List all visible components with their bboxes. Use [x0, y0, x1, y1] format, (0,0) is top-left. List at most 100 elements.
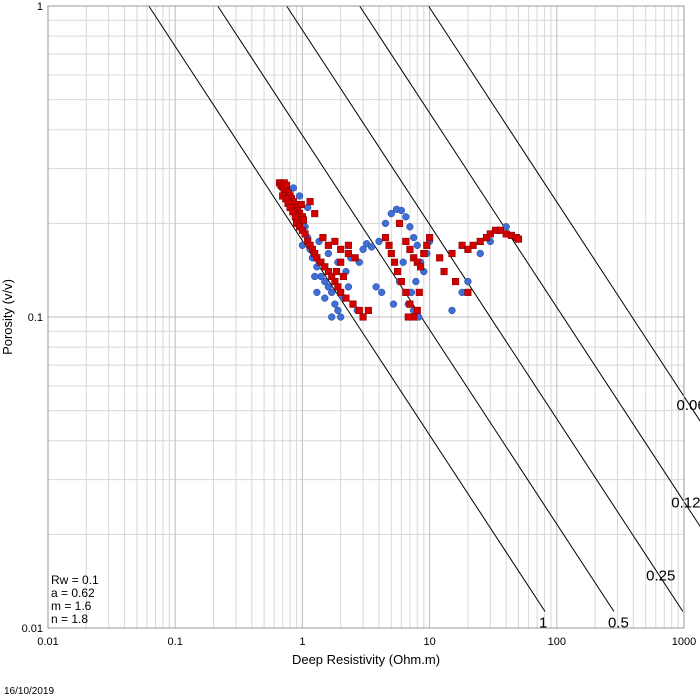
data-point-square — [458, 241, 466, 249]
data-point-circle — [298, 241, 307, 249]
data-point-square — [306, 198, 314, 206]
data-point-square — [337, 288, 345, 296]
date-stamp: 16/10/2019 — [4, 686, 55, 697]
data-point-square — [387, 249, 395, 258]
data-point-square — [317, 258, 325, 266]
data-point-square — [514, 235, 523, 243]
data-point-square — [394, 268, 402, 276]
data-point-circle — [321, 277, 329, 286]
data-point-square — [402, 288, 410, 296]
data-point-circle — [402, 213, 410, 221]
data-point-square — [339, 272, 347, 281]
data-point-square — [359, 313, 367, 321]
data-point-square — [426, 234, 434, 242]
data-point-circle — [381, 219, 390, 228]
data-point-circle — [387, 209, 395, 218]
data-point-square — [390, 258, 399, 266]
y-tick-label: 0.01 — [22, 623, 43, 635]
data-point-circle — [328, 313, 336, 321]
data-point-square — [464, 288, 472, 296]
data-point-circle — [324, 249, 333, 258]
y-axis-title: Porosity (v/v) — [0, 279, 15, 355]
data-point-square — [464, 245, 472, 253]
data-point-square — [417, 263, 425, 271]
data-point-circle — [410, 233, 418, 242]
data-point-square — [395, 219, 404, 227]
data-point-circle — [399, 258, 407, 266]
data-point-square — [448, 249, 456, 258]
data-point-circle — [295, 192, 304, 200]
data-point-circle — [324, 283, 333, 291]
data-point-circle — [406, 223, 414, 231]
data-point-square — [301, 230, 309, 238]
data-point-circle — [476, 249, 484, 258]
data-point-circle — [448, 306, 456, 315]
data-point-circle — [464, 277, 472, 286]
y-tick-label: 0.1 — [28, 312, 43, 324]
parameter-line: a = 0.62 — [51, 586, 95, 600]
data-point-circle — [337, 313, 345, 321]
data-point-square — [299, 216, 308, 224]
data-point-square — [452, 278, 460, 286]
data-point-square — [496, 226, 504, 234]
saturation-line-label: 0.25 — [646, 568, 675, 585]
data-point-square — [331, 237, 339, 245]
data-point-circle — [334, 306, 342, 315]
data-point-circle — [397, 206, 406, 215]
data-point-square — [440, 268, 448, 276]
data-point-square — [351, 254, 359, 262]
data-point-square — [342, 294, 350, 302]
saturation-line-labels: 1 0.5 0.25 0.12 0.06 — [539, 397, 700, 631]
data-point-circle — [375, 237, 383, 246]
x-axis-title: Deep Resistivity (Ohm.m) — [292, 652, 440, 667]
data-point-square — [332, 268, 340, 276]
parameters-block: Rw = 0.1a = 0.62m = 1.6n = 1.8 — [51, 573, 99, 626]
data-point-square — [355, 306, 363, 314]
x-tick-label: 0.1 — [168, 636, 183, 648]
data-point-square — [476, 237, 484, 245]
data-point-square — [313, 254, 321, 262]
data-point-square — [381, 234, 390, 242]
data-point-square — [397, 278, 405, 286]
data-points — [275, 179, 523, 321]
data-point-square — [324, 241, 332, 249]
data-point-square — [404, 313, 412, 321]
parameter-line: Rw = 0.1 — [51, 573, 99, 587]
data-point-square — [297, 200, 305, 209]
data-point-square — [402, 237, 410, 245]
data-point-square — [420, 249, 428, 258]
data-point-circle — [367, 243, 376, 251]
data-point-circle — [344, 283, 353, 291]
data-point-square — [423, 241, 431, 249]
data-point-square — [364, 306, 372, 314]
data-point-square — [436, 254, 444, 262]
data-point-square — [319, 234, 327, 242]
data-point-square — [406, 245, 414, 253]
data-point-square — [282, 181, 291, 189]
data-point-circle — [328, 288, 336, 297]
plot-frame — [47, 5, 685, 629]
data-point-circle — [389, 300, 398, 308]
x-tick-label: 1 — [299, 636, 305, 648]
data-point-circle — [311, 272, 319, 281]
saturation-line-label: 0.5 — [608, 614, 629, 631]
x-tick-label: 1000 — [672, 636, 696, 648]
data-point-square — [413, 306, 421, 314]
data-point-circle — [359, 245, 367, 254]
parameter-line: m = 1.6 — [51, 599, 92, 613]
data-point-square — [482, 234, 491, 242]
data-point-square — [406, 300, 414, 308]
data-point-square — [385, 241, 393, 249]
y-tick-label: 1 — [37, 1, 43, 13]
data-point-square — [311, 210, 319, 218]
data-point-circle — [413, 241, 421, 249]
x-tick-label: 10 — [423, 636, 435, 648]
data-point-square — [337, 258, 345, 266]
data-point-square — [486, 230, 494, 238]
data-point-circle — [372, 283, 380, 291]
data-point-square — [469, 241, 477, 249]
data-point-circle — [313, 288, 321, 297]
data-point-circle — [412, 277, 420, 286]
saturation-lines — [148, 5, 700, 612]
data-point-square — [349, 300, 357, 308]
